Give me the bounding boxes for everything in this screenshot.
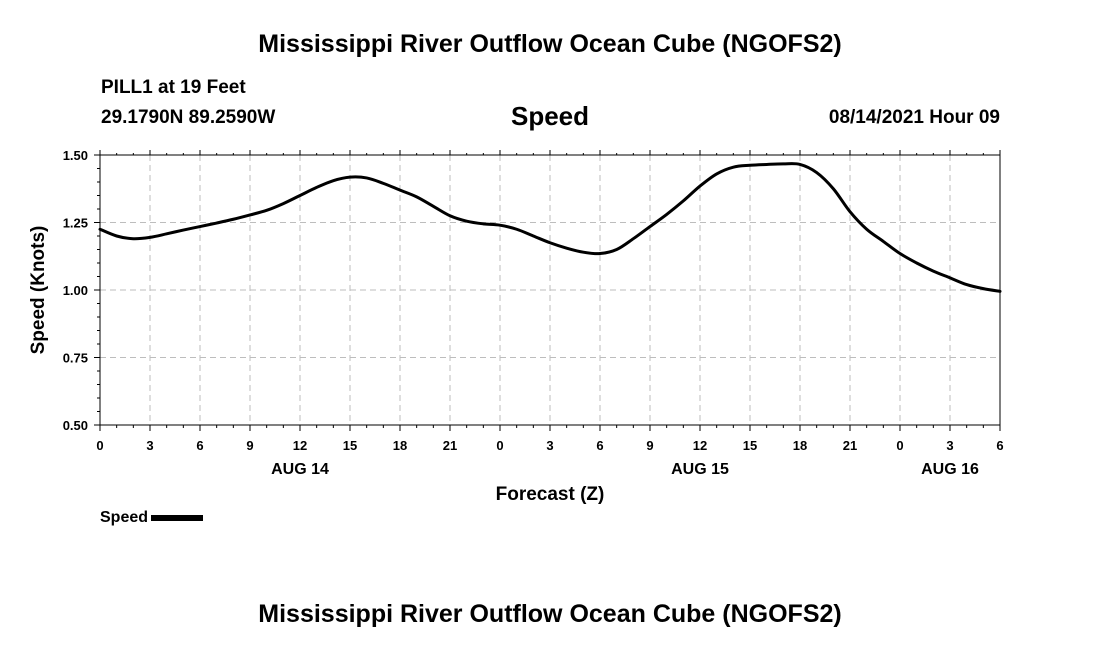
x-tick-label: 12 — [693, 438, 707, 453]
footer-title: Mississippi River Outflow Ocean Cube (NG… — [258, 600, 842, 628]
legend-label: Speed — [100, 509, 149, 526]
y-tick-label: 1.00 — [63, 283, 88, 298]
day-label: AUG 16 — [921, 461, 979, 478]
series-line-speed — [98, 162, 1002, 293]
y-tick-label: 0.50 — [63, 418, 88, 433]
x-tick-label: 21 — [843, 438, 857, 453]
x-tick-label: 0 — [496, 438, 503, 453]
x-tick-label: 21 — [443, 438, 457, 453]
x-tick-label: 6 — [996, 438, 1003, 453]
x-tick-label: 3 — [946, 438, 953, 453]
x-tick-label: 3 — [546, 438, 553, 453]
axis-labels: 0.50 0.75 1.00 1.25 1.50 0 3 6 9 12 15 18 21 0 3 6 9 12 15… — [28, 148, 1004, 505]
x-tick-label: 15 — [343, 438, 357, 453]
y-axis-title: Speed (Knots) — [28, 226, 49, 355]
x-axis-title: Forecast (Z) — [496, 484, 605, 505]
x-tick-label: 9 — [646, 438, 653, 453]
x-tick-label: 12 — [293, 438, 307, 453]
station-coordinates: 29.1790N 89.2590W — [101, 107, 276, 128]
legend: Speed — [100, 509, 204, 527]
y-tick-label: 1.25 — [63, 216, 88, 231]
x-tick-label: 9 — [246, 438, 253, 453]
x-tick-label: 0 — [96, 438, 103, 453]
station-label: PILL1 at 19 Feet — [101, 77, 246, 98]
y-tick-label: 1.50 — [63, 148, 88, 163]
chart-title: Mississippi River Outflow Ocean Cube (NG… — [258, 30, 842, 58]
x-tick-label: 15 — [743, 438, 757, 453]
x-tick-label: 0 — [896, 438, 903, 453]
forecast-datetime: 08/14/2021 Hour 09 — [828, 107, 1000, 128]
legend-swatch — [151, 515, 204, 521]
variable-title: Speed — [510, 101, 590, 131]
x-tick-label: 6 — [196, 438, 203, 453]
day-label: AUG 14 — [271, 461, 329, 478]
y-tick-label: 0.75 — [63, 351, 88, 366]
day-label: AUG 15 — [671, 461, 729, 478]
x-tick-label: 18 — [393, 438, 407, 453]
x-tick-label: 3 — [146, 438, 153, 453]
x-tick-label: 6 — [596, 438, 603, 453]
x-tick-label: 18 — [793, 438, 807, 453]
series-layer — [98, 162, 1002, 293]
grid-lines — [100, 155, 1000, 425]
